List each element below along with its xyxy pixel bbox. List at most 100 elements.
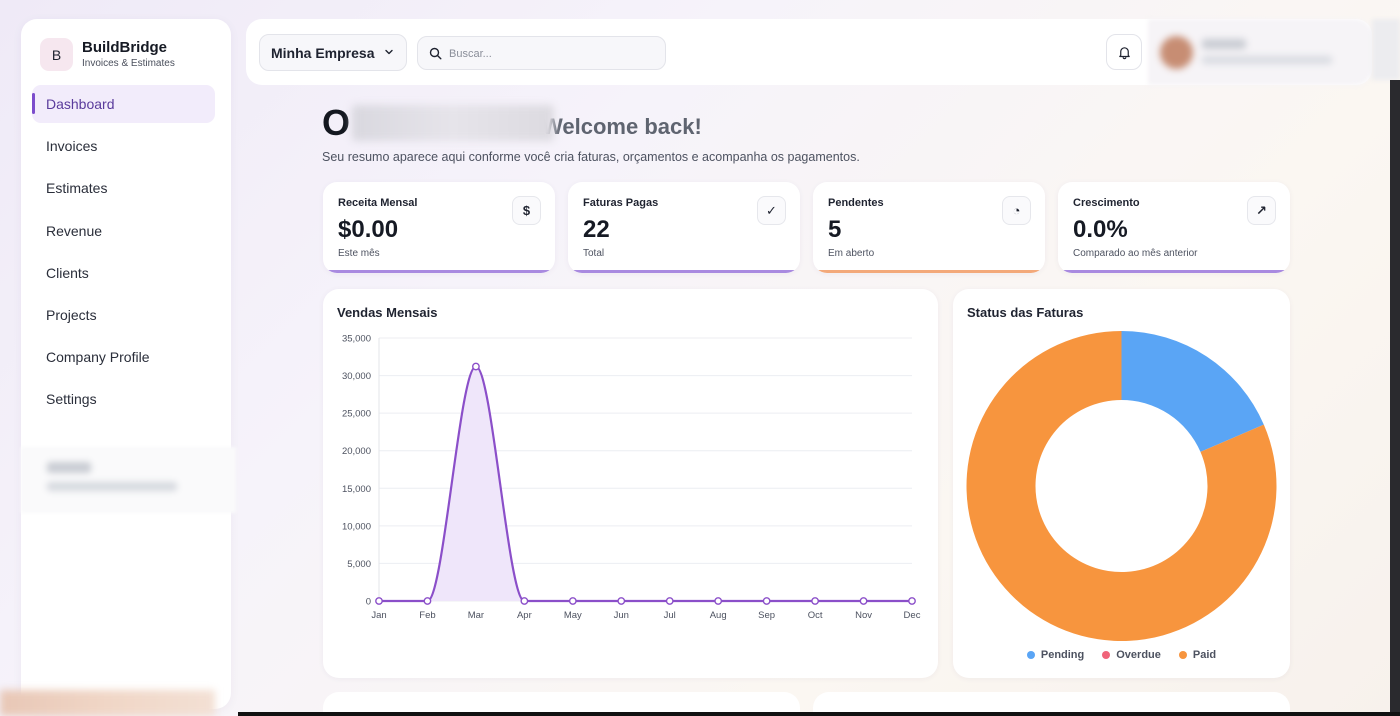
stat-label: Crescimento — [1073, 197, 1140, 209]
legend-label: Overdue — [1116, 649, 1161, 661]
stat-accent-bar — [1058, 270, 1290, 273]
stat-value: 0.0% — [1073, 216, 1128, 243]
sidebar: B BuildBridge Invoices & Estimates Dashb… — [21, 19, 236, 709]
scrollbar-track — [1390, 80, 1400, 716]
sidebar-item-estimates[interactable]: Estimates — [46, 180, 108, 197]
greeting-welcome: Welcome back! — [542, 114, 702, 139]
sales-point-jan[interactable] — [375, 597, 383, 605]
monthly-sales-card: Vendas Mensais 35,000 30,000 25,000 20,000 1… — [323, 289, 938, 678]
legend-dot — [1102, 651, 1111, 659]
stat-card-growth[interactable]: Crescimento 0.0% Comparado ao mês anteri… — [1058, 182, 1290, 273]
x-tick-label: Apr — [517, 610, 532, 621]
avatar — [1160, 36, 1193, 69]
stat-value: 22 — [583, 216, 610, 243]
x-tick-label: Sep — [758, 610, 775, 621]
stat-accent-bar — [568, 270, 800, 273]
legend-label: Pending — [1040, 649, 1085, 661]
search-icon — [429, 47, 442, 60]
sales-point-feb[interactable] — [423, 597, 432, 605]
sidebar-user-redacted[interactable] — [21, 447, 236, 513]
invoice-status-card: Status das Faturas Pending Overdue Paid — [953, 289, 1290, 678]
stat-accent-bar — [813, 270, 1045, 273]
sales-point-mar[interactable] — [472, 362, 480, 371]
user-profile-redacted[interactable] — [1148, 19, 1372, 85]
sidebar-item-invoices[interactable]: Invoices — [46, 138, 98, 155]
stat-label: Faturas Pagas — [583, 197, 659, 209]
brand[interactable]: B BuildBridge Invoices & Estimates — [40, 38, 175, 71]
sidebar-item-revenue[interactable]: Revenue — [46, 222, 103, 239]
company-select[interactable]: Minha Empresa — [259, 34, 407, 71]
brand-logo: B — [40, 38, 73, 71]
x-tick-label: Jul — [664, 610, 676, 621]
stat-sub: Em aberto — [828, 248, 875, 259]
slice-paid[interactable] — [966, 331, 1277, 641]
brand-name: BuildBridge — [82, 39, 167, 56]
search-input[interactable] — [449, 45, 649, 62]
brand-tagline: Invoices & Estimates — [82, 58, 175, 69]
stat-label: Receita Mensal — [338, 197, 418, 209]
stat-sub: Comparado ao mês anterior — [1073, 248, 1198, 259]
y-tick-label: 20,000 — [342, 446, 371, 457]
legend-label: Paid — [1192, 649, 1217, 661]
stat-card-paid-invoices[interactable]: Faturas Pagas 22 Total ✓ — [568, 182, 800, 273]
stat-value: 5 — [828, 216, 842, 243]
y-tick-label: 10,000 — [342, 521, 371, 532]
chevron-down-icon — [385, 49, 393, 55]
sidebar-item-settings[interactable]: Settings — [46, 391, 97, 408]
greeting: O Welcome back! — [322, 103, 702, 143]
check-icon: ✓ — [757, 196, 786, 225]
monthly-sales-chart: 35,000 30,000 25,000 20,000 15,000 10,000 5,00… — [342, 334, 921, 622]
legend-item-paid[interactable]: Paid — [1178, 649, 1217, 661]
sales-point-nov[interactable] — [859, 597, 868, 605]
stat-accent-bar — [323, 270, 555, 273]
stat-sub: Total — [583, 248, 605, 259]
notifications-button[interactable] — [1106, 34, 1142, 70]
top-bar: Minha Empresa — [246, 19, 1372, 85]
sidebar-item-company-profile[interactable]: Company Profile — [46, 349, 150, 366]
sidebar-item-projects[interactable]: Projects — [46, 306, 97, 323]
company-select-value: Minha Empresa — [271, 44, 375, 61]
sales-point-aug[interactable] — [714, 597, 723, 605]
dollar-icon: $ — [512, 196, 541, 225]
stat-card-pending[interactable]: Pendentes 5 Em aberto ◔ — [813, 182, 1045, 273]
legend-item-overdue[interactable]: Overdue — [1102, 649, 1161, 661]
card-title: Vendas Mensais — [337, 305, 438, 320]
sidebar-bottom-redacted — [0, 690, 215, 716]
stat-card-monthly-revenue[interactable]: Receita Mensal $0.00 Este mês $ — [323, 182, 555, 273]
y-tick-label: 35,000 — [342, 334, 371, 345]
sidebar-item-clients[interactable]: Clients — [46, 264, 89, 281]
sales-point-sep[interactable] — [762, 597, 771, 605]
sales-point-dec[interactable] — [908, 597, 916, 605]
stat-sub: Este mês — [338, 248, 380, 259]
bell-icon — [1118, 46, 1130, 59]
greeting-name-redacted — [352, 105, 555, 141]
sales-point-apr[interactable] — [520, 597, 529, 605]
arrow-up-right-icon: ↗ — [1247, 196, 1276, 225]
x-tick-label: Oct — [808, 610, 823, 621]
x-tick-label: Nov — [855, 610, 872, 621]
invoice-status-chart — [966, 331, 1277, 641]
sales-point-may[interactable] — [568, 597, 577, 605]
greeting-prefix: O — [322, 102, 351, 143]
y-tick-label: 0 — [366, 597, 371, 608]
sidebar-item-dashboard[interactable]: Dashboard — [32, 85, 215, 123]
legend-dot — [1026, 651, 1035, 659]
sales-point-jul[interactable] — [665, 597, 674, 605]
sidebar-nav: Dashboard Invoices Estimates Revenue Cli… — [32, 85, 215, 423]
x-tick-label: Jan — [371, 610, 386, 621]
greeting-subtitle: Seu resumo aparece aqui conforme você cr… — [322, 150, 860, 164]
x-tick-label: Jun — [614, 610, 629, 621]
y-tick-label: 30,000 — [342, 371, 371, 382]
x-tick-label: Aug — [710, 610, 727, 621]
legend-item-pending[interactable]: Pending — [1026, 649, 1085, 661]
sales-point-oct[interactable] — [811, 597, 819, 605]
x-tick-label: Dec — [904, 610, 921, 621]
sales-point-jun[interactable] — [617, 597, 626, 605]
y-tick-label: 25,000 — [342, 409, 371, 420]
y-tick-label: 5,000 — [347, 559, 371, 570]
slice-pending[interactable] — [1121, 331, 1264, 452]
legend-dot — [1178, 651, 1187, 659]
window-edge — [1372, 19, 1400, 80]
x-tick-label: Feb — [419, 610, 435, 621]
search-box[interactable] — [417, 36, 666, 70]
